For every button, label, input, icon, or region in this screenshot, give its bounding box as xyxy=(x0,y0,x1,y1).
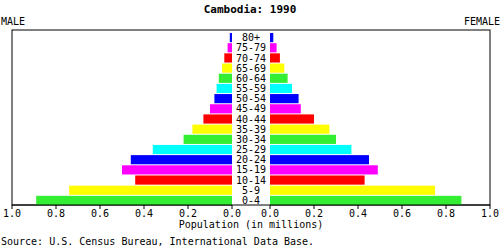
category-label: 45-49 xyxy=(236,103,266,114)
category-label: 5-9 xyxy=(242,185,260,196)
bar xyxy=(270,53,280,62)
category-label: 70-74 xyxy=(236,53,266,64)
bar xyxy=(222,64,232,73)
tick-label: 0.6 xyxy=(393,208,411,219)
bar xyxy=(270,64,284,73)
bar xyxy=(270,104,301,113)
bar xyxy=(270,33,273,42)
series-label: FEMALE xyxy=(464,16,500,27)
bar xyxy=(270,196,461,205)
series-label: MALE xyxy=(1,16,25,27)
category-label: 10-14 xyxy=(236,175,266,186)
bar xyxy=(228,43,232,52)
tick-label: 0.8 xyxy=(437,208,455,219)
tick-label: 0.0 xyxy=(261,208,279,219)
female-bars xyxy=(270,33,461,205)
category-label: 60-64 xyxy=(236,73,266,84)
tick-label: 0.4 xyxy=(349,208,367,219)
title: Cambodia: 1990 xyxy=(204,3,297,16)
bar xyxy=(270,114,314,123)
bar xyxy=(219,74,232,83)
bar xyxy=(203,114,232,123)
bar xyxy=(270,145,351,154)
bar xyxy=(36,196,232,205)
bar xyxy=(270,125,329,134)
category-label: 30-34 xyxy=(236,134,266,145)
male-bars xyxy=(36,33,232,205)
bar xyxy=(210,104,232,113)
tick-label: 0.4 xyxy=(135,208,153,219)
axis-label: Population (in millions) xyxy=(179,219,324,230)
bar xyxy=(270,74,288,83)
category-label: 20-24 xyxy=(236,154,266,165)
bar xyxy=(270,155,369,164)
tick-label: 0.6 xyxy=(91,208,109,219)
bar xyxy=(184,135,232,144)
category-label: 15-19 xyxy=(236,164,266,175)
axis-line xyxy=(270,205,490,206)
bar xyxy=(270,186,435,195)
chart: Cambodia: 1990 MALE FEMALE 0-45-910-1415-19… xyxy=(0,0,501,251)
tick-label: 0.2 xyxy=(179,208,197,219)
bar xyxy=(270,84,292,93)
category-label: 50-54 xyxy=(236,93,266,104)
frame xyxy=(12,30,490,205)
category-label: 65-69 xyxy=(236,63,266,74)
category-label: 0-4 xyxy=(242,195,260,206)
category-label: 80+ xyxy=(242,32,260,43)
bar xyxy=(153,145,232,154)
bar xyxy=(214,94,232,103)
bar xyxy=(122,165,232,174)
bar xyxy=(69,186,232,195)
bar xyxy=(135,175,232,184)
axis-line xyxy=(12,205,232,206)
bar xyxy=(270,165,378,174)
tick-label: 0.0 xyxy=(223,208,241,219)
tick-label: 0.2 xyxy=(305,208,323,219)
bar xyxy=(230,33,232,42)
bar xyxy=(270,94,299,103)
tick-label: 1.0 xyxy=(481,208,499,219)
category-label: 75-79 xyxy=(236,42,266,53)
bar xyxy=(217,84,232,93)
tick-label: 0.8 xyxy=(47,208,65,219)
bar xyxy=(270,43,277,52)
bar xyxy=(270,175,365,184)
bar xyxy=(131,155,232,164)
source: Source: U.S. Census Bureau, Internationa… xyxy=(1,236,314,247)
category-label: 25-29 xyxy=(236,144,266,155)
bar xyxy=(270,135,336,144)
category-label: 40-44 xyxy=(236,114,266,125)
bar xyxy=(192,125,232,134)
bar xyxy=(224,53,232,62)
category-label: 55-59 xyxy=(236,83,266,94)
tick-label: 1.0 xyxy=(3,208,21,219)
category-label: 35-39 xyxy=(236,124,266,135)
